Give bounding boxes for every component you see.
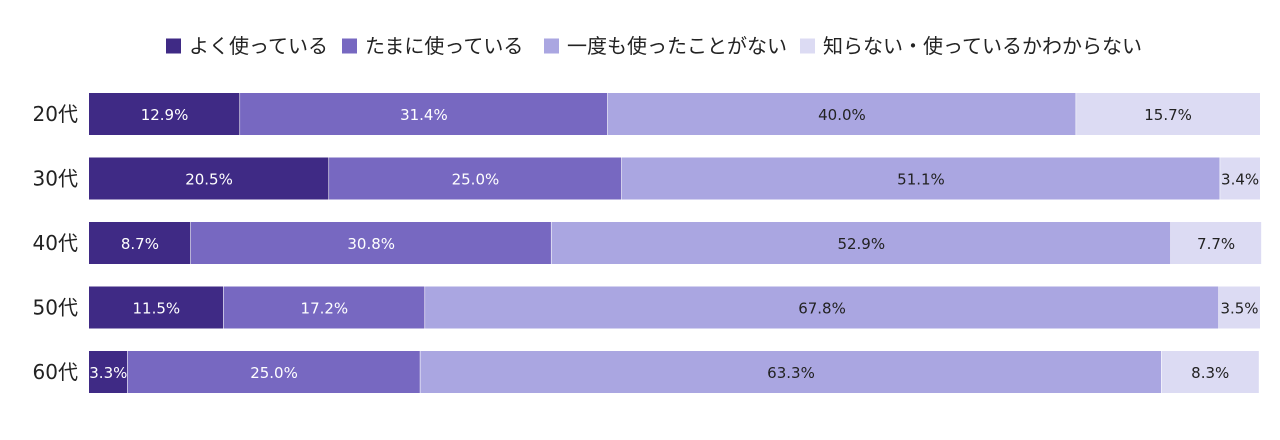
legend-label: 一度も使ったことがない — [567, 34, 787, 58]
data-label: 11.5% — [133, 300, 181, 318]
data-label: 63.3% — [767, 364, 815, 382]
bar-segment — [1171, 222, 1262, 264]
bar-segment — [607, 93, 1077, 135]
bar-segment — [89, 222, 191, 264]
bar-segment — [329, 157, 622, 200]
data-label: 3.5% — [1220, 300, 1258, 318]
legend-swatch — [544, 38, 559, 54]
bar-segment — [1219, 286, 1260, 329]
data-label: 25.0% — [452, 171, 500, 189]
legend-swatch — [800, 38, 815, 54]
bar-segment — [240, 93, 608, 135]
legend-item: 知らない・使っているかわからない — [800, 34, 1142, 58]
legend-item: よく使っている — [166, 34, 328, 58]
bar-segment — [89, 157, 330, 200]
data-label: 7.7% — [1197, 235, 1235, 253]
data-label: 40.0% — [818, 106, 866, 124]
data-label: 20.5% — [185, 171, 233, 189]
legend-label: 知らない・使っているかわからない — [823, 34, 1142, 58]
category-axis: 20代 30代 40代 50代 60代 — [33, 102, 78, 384]
bar-segment — [1076, 93, 1260, 135]
category-label: 50代 — [33, 296, 78, 320]
data-label: 25.0% — [250, 364, 298, 382]
data-label: 3.4% — [1221, 171, 1259, 189]
legend-label: よく使っている — [189, 34, 328, 58]
category-label: 30代 — [33, 167, 78, 191]
legend-item: たまに使っている — [342, 34, 523, 58]
legend: よく使っている たまに使っている 一度も使ったことがない 知らない・使っているかわから… — [166, 34, 1142, 58]
bar-segment — [223, 286, 426, 329]
bar-segment — [190, 222, 552, 264]
category-label: 60代 — [33, 360, 78, 384]
data-label: 52.9% — [837, 235, 885, 253]
legend-label: たまに使っている — [365, 34, 523, 58]
legend-item: 一度も使ったことがない — [544, 34, 787, 58]
bar-segment — [89, 93, 241, 135]
data-label: 67.8% — [798, 300, 846, 318]
data-label: 30.8% — [347, 235, 395, 253]
data-label: 17.2% — [301, 300, 349, 318]
bar-segment — [1161, 351, 1259, 393]
bar-segment — [425, 286, 1220, 329]
category-label: 40代 — [33, 231, 78, 255]
data-label: 31.4% — [400, 106, 448, 124]
legend-swatch — [166, 38, 181, 54]
data-label: 12.9% — [141, 106, 189, 124]
bars-area: 12.9% 31.4% 40.0% 15.7% 20.5% 25.0% 51.1% 3.4% 8… — [89, 93, 1262, 393]
bar-segment — [420, 351, 1162, 393]
bar-segment — [89, 351, 128, 393]
bar-segment — [621, 157, 1221, 200]
data-label: 3.3% — [89, 364, 127, 382]
legend-swatch — [342, 38, 357, 54]
bar-segment — [127, 351, 421, 393]
data-label: 8.7% — [121, 235, 159, 253]
data-label: 15.7% — [1144, 106, 1192, 124]
data-label: 51.1% — [897, 171, 945, 189]
bar-segment — [1220, 157, 1260, 200]
bar-segment — [551, 222, 1172, 264]
data-label: 8.3% — [1191, 364, 1229, 382]
category-label: 20代 — [33, 102, 78, 126]
bar-segment — [89, 286, 224, 329]
